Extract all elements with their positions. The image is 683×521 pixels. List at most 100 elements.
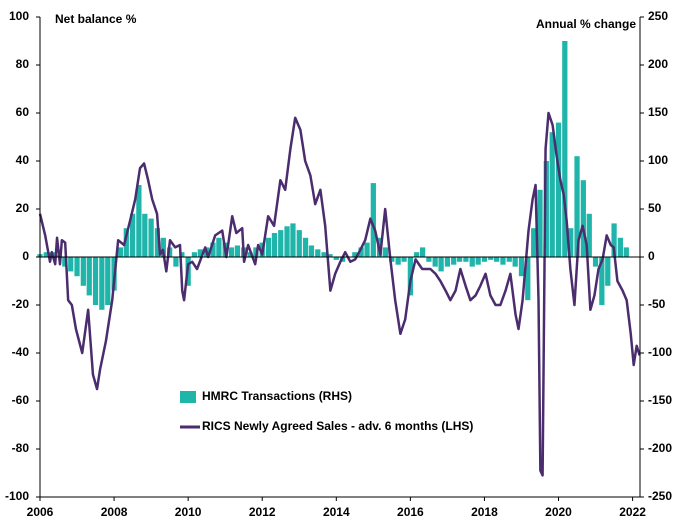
- y2-tick-label: 250: [648, 9, 668, 23]
- bar: [117, 247, 123, 257]
- bar: [562, 41, 568, 257]
- bar: [500, 257, 506, 265]
- bar: [586, 213, 592, 257]
- bar: [364, 242, 370, 257]
- legend-label: RICS Newly Agreed Sales - adv. 6 months …: [202, 419, 473, 433]
- bar: [426, 257, 432, 262]
- bar: [105, 257, 111, 305]
- bar: [525, 257, 531, 301]
- x-tick-label: 2014: [323, 505, 350, 519]
- bar: [197, 249, 203, 257]
- bar: [537, 189, 543, 257]
- bar: [86, 257, 92, 296]
- bar: [352, 252, 358, 257]
- x-tick-label: 2012: [249, 505, 276, 519]
- bar: [382, 247, 389, 257]
- bar: [296, 230, 302, 257]
- legend-swatch: [180, 391, 196, 403]
- y-tick-label: -80: [12, 441, 30, 455]
- x-tick-label: 2010: [175, 505, 202, 519]
- bar: [555, 122, 562, 257]
- bar: [494, 257, 500, 262]
- bar: [290, 223, 296, 257]
- bar: [43, 252, 49, 257]
- bar: [401, 257, 407, 262]
- y2-axis-title: Annual % change: [536, 17, 636, 31]
- bars: [37, 41, 629, 310]
- y-tick-label: 80: [16, 57, 30, 71]
- bar: [191, 252, 198, 257]
- bar: [148, 218, 154, 257]
- bar: [419, 247, 426, 257]
- bar: [592, 257, 599, 267]
- bar: [518, 257, 525, 277]
- bar: [568, 228, 574, 257]
- y-tick-label: 60: [16, 105, 30, 119]
- bar: [506, 257, 512, 262]
- bar: [99, 257, 105, 310]
- bar: [327, 254, 333, 257]
- bar: [74, 257, 80, 277]
- bar: [543, 161, 549, 257]
- bar: [154, 228, 161, 257]
- bar: [531, 228, 537, 257]
- bar: [179, 252, 185, 257]
- bar: [129, 213, 136, 257]
- x-tick-label: 2008: [101, 505, 128, 519]
- bar: [302, 237, 309, 257]
- y2-tick-label: -100: [648, 345, 672, 359]
- y-tick-label: -20: [12, 297, 30, 311]
- bar: [315, 249, 321, 257]
- bar: [370, 183, 376, 257]
- x-tick-label: 2006: [27, 505, 54, 519]
- bar: [444, 257, 451, 267]
- bar: [599, 257, 605, 305]
- x-tick-label: 2020: [545, 505, 572, 519]
- y-tick-label: 40: [16, 153, 30, 167]
- bar: [512, 257, 518, 267]
- y2-tick-label: 50: [648, 201, 662, 215]
- bar: [142, 213, 148, 257]
- x-tick-label: 2022: [619, 505, 646, 519]
- bar: [574, 156, 580, 257]
- bar: [234, 245, 241, 257]
- bar: [580, 180, 586, 257]
- x-tick-label: 2016: [397, 505, 424, 519]
- bar: [358, 247, 364, 257]
- bar: [216, 237, 222, 257]
- y-tick-label: -40: [12, 345, 30, 359]
- y2-tick-label: -200: [648, 441, 672, 455]
- bar: [92, 257, 99, 305]
- bar: [469, 257, 475, 267]
- bar: [160, 237, 166, 257]
- y2-tick-label: -150: [648, 393, 672, 407]
- y2-tick-label: 100: [648, 153, 668, 167]
- bar: [389, 257, 395, 262]
- bar: [475, 257, 481, 265]
- y-tick-label: 100: [9, 9, 29, 23]
- bar: [123, 228, 129, 257]
- y2-tick-label: 200: [648, 57, 668, 71]
- bar: [623, 247, 629, 257]
- bar: [62, 257, 68, 267]
- bar: [549, 132, 555, 257]
- bar: [210, 242, 216, 257]
- bar: [481, 257, 488, 262]
- bar: [68, 257, 74, 272]
- bar: [432, 257, 438, 267]
- legend-label: HMRC Transactions (RHS): [202, 389, 352, 403]
- bar: [617, 237, 623, 257]
- bar: [395, 257, 401, 265]
- bar: [438, 257, 444, 272]
- bar: [611, 223, 617, 257]
- y2-tick-label: -50: [648, 297, 666, 311]
- bar: [457, 257, 463, 262]
- bar: [136, 185, 142, 257]
- bar: [278, 230, 284, 257]
- y-tick-label: -60: [12, 393, 30, 407]
- bar: [321, 252, 327, 257]
- y2-tick-label: 0: [648, 249, 655, 263]
- bar: [284, 226, 290, 257]
- bar: [308, 245, 315, 257]
